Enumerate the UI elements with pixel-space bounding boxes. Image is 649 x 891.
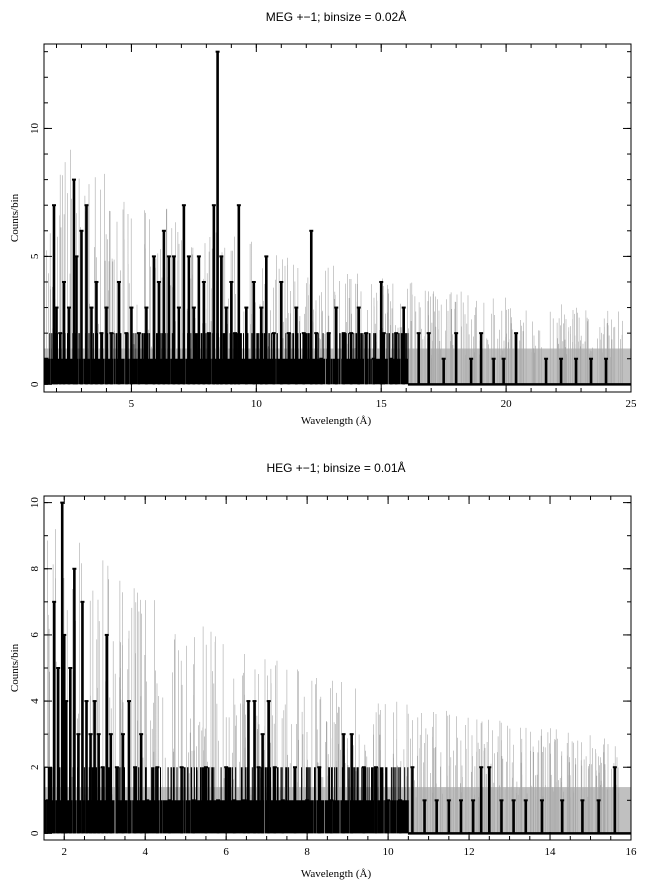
heg-x-tick-label: 10 — [383, 846, 395, 858]
heg-y-tick-label: 4 — [29, 698, 41, 704]
heg-y-tick-label: 8 — [29, 566, 41, 572]
heg-x-tick-label: 8 — [304, 846, 310, 858]
heg-title: HEG +−1; binsize = 0.01Å — [266, 460, 405, 475]
heg-y-tick-label: 0 — [29, 830, 41, 836]
heg-y-tick-label: 2 — [29, 764, 41, 770]
heg-y-tick-label: 10 — [29, 497, 41, 509]
meg-x-tick-label: 5 — [129, 398, 135, 410]
heg-x-tick-label: 6 — [223, 846, 229, 858]
meg-y-axis-label: Counts/bin — [9, 193, 21, 242]
heg-y-axis-label: Counts/bin — [9, 643, 21, 692]
heg-x-tick-label: 4 — [142, 846, 148, 858]
meg-x-tick-label: 25 — [626, 398, 638, 410]
meg-y-tick-label: 5 — [29, 253, 41, 259]
heg-panel: HEG +−1; binsize = 0.01Å 2 4 6 8 10 12 14 16 0 2 4… — [9, 460, 637, 880]
heg-x-tick-label: 12 — [464, 846, 475, 858]
heg-x-tick-label: 16 — [626, 846, 638, 858]
meg-x-tick-label: 10 — [251, 398, 263, 410]
heg-plot-frame — [43, 495, 632, 841]
heg-x-tick-label: 2 — [61, 846, 67, 858]
meg-title: MEG +−1; binsize = 0.02Å — [266, 9, 406, 24]
heg-x-axis-label: Wavelength (Å) — [301, 868, 372, 880]
meg-y-tick-label: 10 — [29, 122, 41, 134]
meg-y-tick-label: 0 — [29, 381, 41, 387]
meg-x-axis-label: Wavelength (Å) — [301, 415, 372, 427]
heg-x-tick-label: 14 — [545, 846, 557, 858]
meg-panel: MEG +−1; binsize = 0.02Å 5 10 15 20 25 0 5 10 W… — [9, 9, 637, 427]
meg-plot-frame — [43, 43, 632, 393]
meg-x-tick-label: 15 — [376, 398, 388, 410]
meg-x-tick-label: 20 — [501, 398, 513, 410]
heg-y-tick-label: 6 — [29, 632, 41, 638]
